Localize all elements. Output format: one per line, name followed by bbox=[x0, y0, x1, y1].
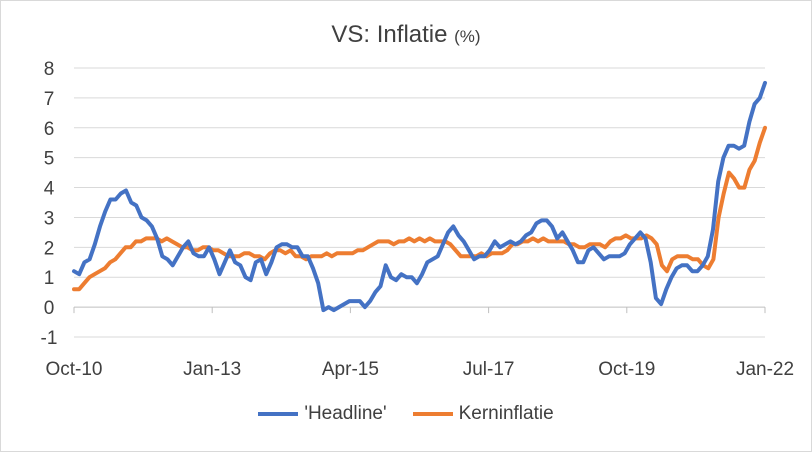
x-tick-label: Apr-15 bbox=[322, 359, 379, 380]
chart-title-unit: (%) bbox=[454, 27, 481, 46]
series-line-headline bbox=[72, 80, 767, 313]
y-tick-label: 3 bbox=[44, 208, 55, 229]
y-tick-label: 2 bbox=[44, 238, 55, 259]
legend-swatch-kerninflatie bbox=[412, 412, 453, 416]
legend-item-headline: 'Headline' bbox=[258, 403, 387, 425]
x-tick-label: Jul-17 bbox=[463, 359, 515, 380]
y-tick-labels: 8 7 6 5 4 3 2 1 0 -1 bbox=[41, 59, 58, 349]
legend: 'Headline' Kerninflatie bbox=[1, 403, 811, 425]
y-tick-label: 4 bbox=[44, 179, 55, 200]
legend-swatch-headline bbox=[258, 412, 299, 416]
x-tick-label: Jan-22 bbox=[736, 359, 794, 380]
y-tick-label: 6 bbox=[44, 119, 55, 140]
y-tick-label: 8 bbox=[44, 59, 55, 80]
y-tick-label: 5 bbox=[44, 149, 55, 170]
x-tick-labels: Oct-10 Jan-13 Apr-15 Jul-17 Oct-19 Jan-22 bbox=[45, 359, 794, 380]
chart-title: VS: Inflatie (%) bbox=[1, 21, 811, 49]
y-tick-label: 1 bbox=[44, 268, 55, 289]
y-tick-label: -1 bbox=[41, 328, 58, 349]
x-tick-label: Oct-19 bbox=[598, 359, 655, 380]
x-tick-label: Jan-13 bbox=[183, 359, 241, 380]
series-line-kerninflatie bbox=[72, 125, 767, 292]
legend-item-kerninflatie: Kerninflatie bbox=[412, 403, 554, 425]
series-lines bbox=[72, 80, 767, 313]
legend-label-kerninflatie: Kerninflatie bbox=[458, 403, 554, 424]
x-tick-label: Oct-10 bbox=[45, 359, 102, 380]
legend-label-headline: 'Headline' bbox=[304, 403, 387, 424]
y-tick-label: 0 bbox=[44, 298, 55, 319]
gridlines bbox=[74, 67, 765, 338]
chart-title-text: VS: Inflatie bbox=[331, 21, 448, 48]
y-tick-label: 7 bbox=[44, 89, 55, 110]
x-axis bbox=[73, 306, 766, 314]
